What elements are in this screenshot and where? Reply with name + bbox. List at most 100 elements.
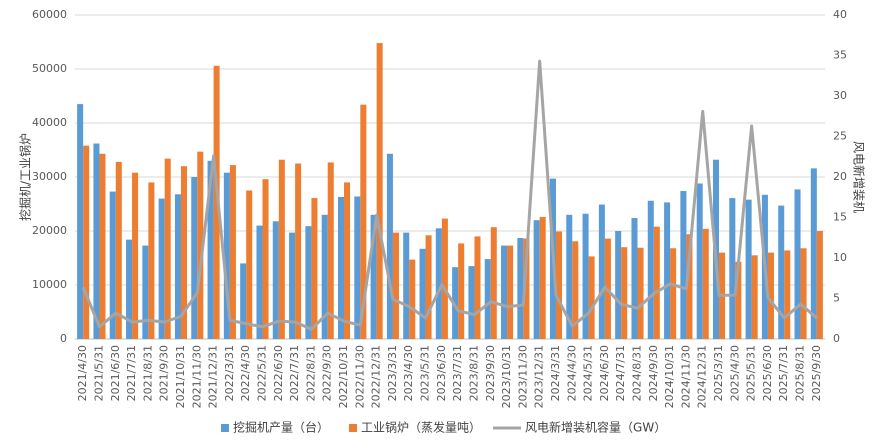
y2-tick-label: 20 xyxy=(833,170,847,183)
x-tick-label: 2024/5/31 xyxy=(582,345,595,401)
bar xyxy=(582,213,589,339)
x-tick-label: 2024/11/30 xyxy=(679,345,692,408)
y2-tick-label: 5 xyxy=(833,292,840,305)
x-tick-label: 2023/6/30 xyxy=(435,345,448,401)
bar xyxy=(376,43,383,340)
bar xyxy=(653,226,660,339)
x-tick-label: 2024/4/30 xyxy=(565,345,578,401)
x-tick-label: 2022/7/31 xyxy=(288,345,301,401)
bar xyxy=(207,160,214,339)
x-tick-label: 2023/12/31 xyxy=(533,345,546,408)
y-axis-title: 挖掘机/工业锅炉 xyxy=(18,133,33,221)
bar xyxy=(360,104,367,339)
bar xyxy=(810,168,817,339)
bar xyxy=(484,259,491,339)
bar xyxy=(615,231,622,339)
bar xyxy=(784,250,791,339)
bar xyxy=(588,256,595,339)
bar xyxy=(409,259,416,339)
y2-tick-label: 30 xyxy=(833,89,847,102)
bar xyxy=(637,247,644,339)
x-tick-label: 2022/3/31 xyxy=(223,345,236,401)
legend-label: 挖掘机产量（台） xyxy=(233,420,329,435)
bar xyxy=(631,218,638,339)
x-tick-label: 2023/3/31 xyxy=(386,345,399,401)
x-tick-label: 2023/5/31 xyxy=(419,345,432,401)
y2-tick-label: 40 xyxy=(833,8,847,21)
legend-swatch xyxy=(349,424,358,432)
bar xyxy=(735,261,742,339)
bar xyxy=(441,218,448,339)
y-tick-label: 50000 xyxy=(32,62,67,75)
y2-tick-label: 0 xyxy=(833,332,840,345)
bar xyxy=(702,228,709,339)
bar xyxy=(425,235,432,339)
y2-tick-label: 25 xyxy=(833,130,847,143)
bar xyxy=(158,198,165,339)
bar xyxy=(647,200,654,339)
x-tick-label: 2023/8/31 xyxy=(467,345,480,401)
x-tick-label: 2024/7/31 xyxy=(614,345,627,401)
bar xyxy=(474,236,481,339)
bar xyxy=(555,231,563,339)
legend-swatch xyxy=(221,424,229,432)
bar xyxy=(354,196,361,339)
bar xyxy=(523,238,530,339)
legend-label: 风电新增装机容量（GW） xyxy=(525,420,666,435)
bar xyxy=(572,241,579,339)
bar xyxy=(670,248,677,339)
bar xyxy=(229,165,236,339)
bar xyxy=(289,232,296,339)
bar xyxy=(327,162,334,339)
bar xyxy=(115,161,122,339)
x-tick-label: 2024/9/30 xyxy=(647,345,660,401)
bar xyxy=(598,204,605,339)
bar xyxy=(311,198,318,339)
y2-tick-label: 10 xyxy=(833,251,847,264)
y-tick-label: 20000 xyxy=(32,224,67,237)
x-tick-label: 2022/6/30 xyxy=(272,345,285,401)
bar xyxy=(295,163,302,339)
x-tick-label: 2022/5/31 xyxy=(256,345,269,401)
x-tick-label: 2024/8/31 xyxy=(631,345,644,401)
bar xyxy=(729,198,736,339)
bar xyxy=(305,226,312,339)
bar xyxy=(751,255,758,339)
bar xyxy=(745,199,752,339)
bar xyxy=(191,177,198,339)
bar xyxy=(767,252,774,339)
x-tick-label: 2021/12/31 xyxy=(207,345,220,408)
x-tick-label: 2024/10/31 xyxy=(663,345,676,408)
x-tick-label: 2025/5/31 xyxy=(745,345,758,401)
bar xyxy=(370,214,377,339)
x-tick-label: 2024/12/31 xyxy=(696,345,709,408)
bar xyxy=(501,245,508,339)
x-tick-label: 2025/3/31 xyxy=(712,345,725,401)
x-tick-label: 2025/6/30 xyxy=(761,345,774,401)
bar xyxy=(321,214,328,339)
x-tick-label: 2025/7/31 xyxy=(777,345,790,401)
x-tick-label: 2022/8/31 xyxy=(304,345,317,401)
bar xyxy=(197,151,204,339)
x-tick-label: 2024/3/31 xyxy=(549,345,562,401)
x-tick-label: 2022/12/31 xyxy=(370,345,383,408)
bar xyxy=(93,143,100,339)
x-tick-label: 2025/9/30 xyxy=(810,345,823,401)
x-tick-label: 2022/4/30 xyxy=(239,345,252,401)
bar xyxy=(262,179,269,339)
bar xyxy=(126,239,133,339)
bar xyxy=(794,189,801,339)
y2-axis-title: 风电新增装机 xyxy=(852,141,867,213)
bar xyxy=(256,225,263,339)
bar xyxy=(272,221,279,339)
x-tick-label: 2021/9/30 xyxy=(158,345,171,401)
bar xyxy=(392,232,399,339)
bar xyxy=(278,159,285,339)
x-tick-label: 2022/9/30 xyxy=(321,345,334,401)
bar xyxy=(99,153,106,339)
bar xyxy=(180,166,188,339)
x-tick-label: 2022/10/31 xyxy=(337,345,350,408)
y-tick-label: 40000 xyxy=(32,116,67,129)
x-tick-label: 2021/4/30 xyxy=(76,345,89,401)
